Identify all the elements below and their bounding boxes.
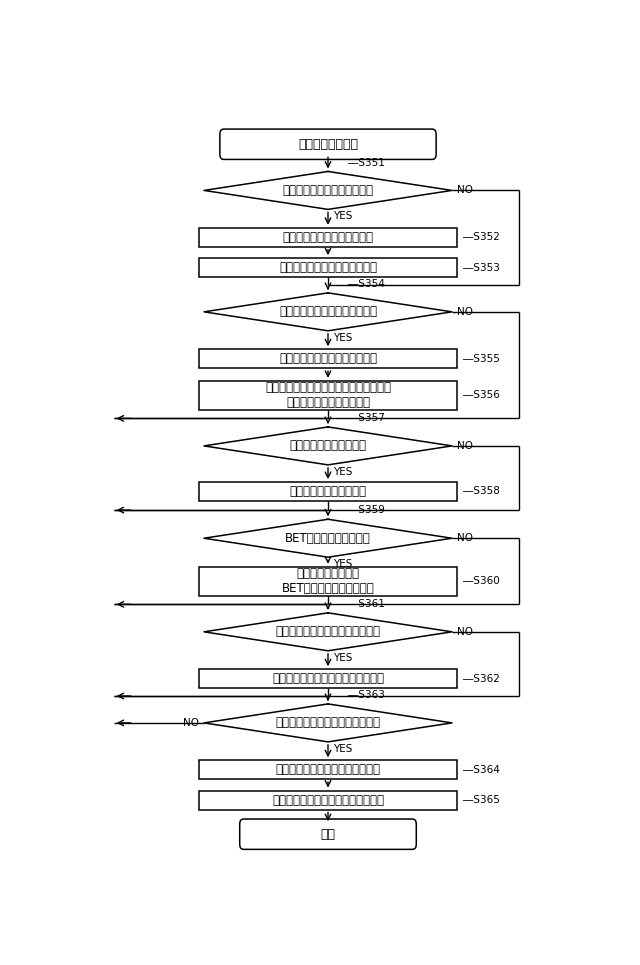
Text: 表示コマンドを受信か？: 表示コマンドを受信か？ — [289, 439, 367, 453]
Text: リール停止コマンド受信時処理: リール停止コマンド受信時処理 — [279, 352, 377, 365]
Text: YES: YES — [333, 744, 353, 754]
Bar — [199, 566, 457, 595]
Text: 投入枚数等に応じて
BET時の演出データを登録: 投入枚数等に応じて BET時の演出データを登録 — [282, 567, 374, 595]
Polygon shape — [204, 613, 452, 650]
Text: ―S361: ―S361 — [348, 599, 385, 609]
Text: 戻る: 戻る — [321, 828, 335, 841]
Bar — [199, 381, 457, 410]
Text: ―S352: ―S352 — [463, 233, 500, 242]
FancyBboxPatch shape — [220, 129, 436, 159]
Text: ―S364: ―S364 — [463, 764, 500, 775]
Polygon shape — [204, 703, 452, 742]
Polygon shape — [204, 519, 452, 557]
Text: ―S360: ―S360 — [463, 576, 500, 586]
Text: NO: NO — [457, 534, 473, 543]
Bar — [199, 790, 457, 810]
Text: ボーナス終了コマンド受信時処理: ボーナス終了コマンド受信時処理 — [275, 763, 381, 776]
Bar — [199, 669, 457, 688]
Text: ―S362: ―S362 — [463, 674, 500, 683]
Text: NO: NO — [457, 441, 473, 451]
Bar — [199, 349, 457, 368]
Text: 作動ストップボタンの種別等に応じて、
停止時の演出データを登録: 作動ストップボタンの種別等に応じて、 停止時の演出データを登録 — [265, 381, 391, 409]
Bar — [199, 760, 457, 779]
Text: ボーナス開始コマンドを受信か？: ボーナス開始コマンドを受信か？ — [275, 625, 381, 638]
Bar — [199, 228, 457, 247]
Text: リール停止コマンドを受信か？: リール停止コマンドを受信か？ — [279, 305, 377, 318]
Text: ―S353: ―S353 — [463, 262, 500, 272]
Polygon shape — [204, 172, 452, 209]
Polygon shape — [204, 427, 452, 465]
FancyBboxPatch shape — [240, 819, 416, 849]
Bar — [199, 258, 457, 277]
Text: スタートコマンド受信時処理: スタートコマンド受信時処理 — [282, 231, 374, 244]
Text: YES: YES — [333, 333, 353, 343]
Text: ―S359: ―S359 — [348, 506, 385, 515]
Text: NO: NO — [457, 185, 473, 196]
Text: NO: NO — [457, 307, 473, 317]
Text: ―S357: ―S357 — [348, 413, 385, 423]
Text: 表示コマンド受信時処理: 表示コマンド受信時処理 — [289, 485, 367, 498]
Text: ―S363: ―S363 — [348, 690, 385, 701]
Text: YES: YES — [333, 211, 353, 221]
Text: NO: NO — [183, 718, 199, 728]
Text: スタートコマンドを受信か？: スタートコマンドを受信か？ — [282, 184, 374, 197]
Text: ―S351: ―S351 — [348, 157, 385, 168]
Text: ―S355: ―S355 — [463, 353, 500, 364]
Text: ボーナス開始時用演出データを登録: ボーナス開始時用演出データを登録 — [272, 672, 384, 685]
Text: ―S358: ―S358 — [463, 486, 500, 496]
Text: YES: YES — [333, 559, 353, 569]
Text: ボーナス終了コマンドを受信か？: ボーナス終了コマンドを受信か？ — [275, 716, 381, 730]
Text: BETコマンドを受信か？: BETコマンドを受信か？ — [285, 532, 371, 544]
Text: スタート時の演出データを登録: スタート時の演出データを登録 — [279, 262, 377, 274]
Text: ボーナス終了時用演出データを登録: ボーナス終了時用演出データを登録 — [272, 793, 384, 807]
Text: NO: NO — [457, 627, 473, 637]
Bar — [199, 482, 457, 501]
Text: YES: YES — [333, 652, 353, 663]
Text: YES: YES — [333, 467, 353, 477]
Polygon shape — [204, 292, 452, 331]
Text: ―S354: ―S354 — [348, 279, 385, 290]
Text: 演出内容決定処理: 演出内容決定処理 — [298, 138, 358, 151]
Text: ―S356: ―S356 — [463, 390, 500, 400]
Text: ―S365: ―S365 — [463, 795, 500, 805]
